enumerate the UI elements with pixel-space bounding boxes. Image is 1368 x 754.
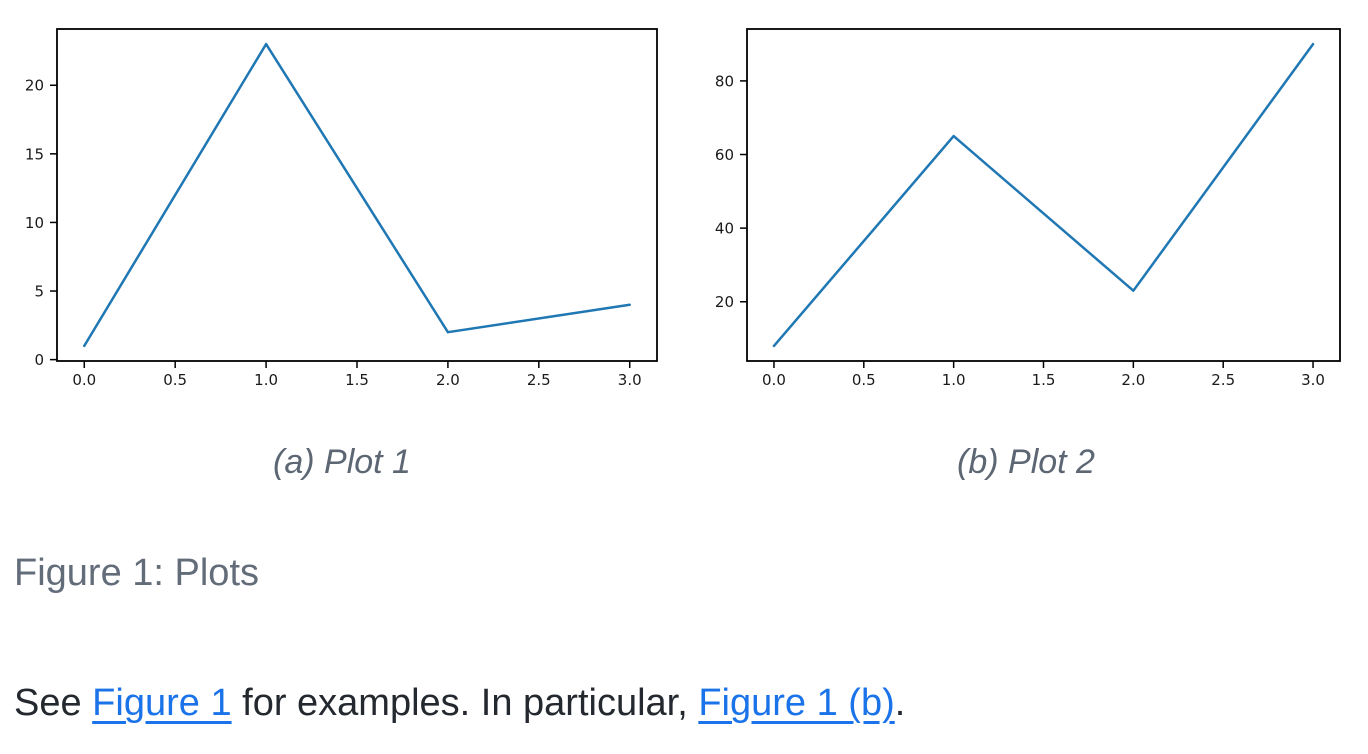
x-tick-label: 1.5 (1032, 371, 1056, 389)
x-tick-label: 2.5 (527, 371, 551, 389)
x-tick-label: 3.0 (1301, 371, 1325, 389)
x-tick-label: 0.0 (72, 371, 96, 389)
y-tick-label: 60 (715, 146, 734, 164)
data-line (83, 42, 631, 348)
x-tick-label: 2.0 (1121, 371, 1145, 389)
data-line (772, 42, 1315, 348)
axes-box (56, 28, 658, 362)
body-text-segment: See (14, 682, 93, 725)
figure-1: 0.0 0.5 1.0 1.5 2.0 2.5 3.0 0 5 10 15 20 (a) Plot 1… (0, 0, 1368, 481)
x-tick-label: 0.5 (852, 371, 876, 389)
y-tick-label: 0 (34, 351, 44, 369)
x-tick-label: 2.5 (1211, 371, 1235, 389)
figure-1b-link[interactable]: Figure 1 (b) (698, 682, 895, 725)
figure-1-link[interactable]: Figure 1 (92, 682, 232, 725)
y-tick-label: 10 (25, 214, 44, 232)
y-tick-label: 40 (715, 220, 734, 238)
figure-caption: Figure 1: Plots (14, 552, 259, 595)
y-tick-label: 15 (25, 145, 44, 163)
body-text-segment: for examples. In particular, (231, 682, 699, 725)
x-tick-label: 1.5 (345, 371, 369, 389)
x-tick-label: 2.0 (436, 371, 460, 389)
subfigure-a-caption: (a) Plot 1 (273, 443, 411, 481)
body-text-segment: . (894, 682, 906, 725)
subfigure-b-caption: (b) Plot 2 (957, 443, 1095, 481)
x-tick-label: 1.0 (942, 371, 966, 389)
axes-box (746, 28, 1341, 362)
y-tick-label: 80 (715, 72, 734, 90)
y-tick-label: 20 (25, 77, 44, 95)
y-tick-label: 5 (34, 283, 44, 301)
x-tick-label: 0.5 (163, 371, 187, 389)
y-tick-label: 20 (715, 293, 734, 311)
x-tick-label: 3.0 (618, 371, 642, 389)
subfigure-b: 0.0 0.5 1.0 1.5 2.0 2.5 3.0 20 40 60 80 (b) Plot 2 (684, 0, 1368, 481)
body-paragraph: See Figure 1 for examples. In particular… (14, 681, 1368, 727)
plot-1-chart: 0.0 0.5 1.0 1.5 2.0 2.5 3.0 0 5 10 15 20 (0, 0, 684, 392)
x-tick-label: 1.0 (254, 371, 278, 389)
plot-2-chart: 0.0 0.5 1.0 1.5 2.0 2.5 3.0 20 40 60 80 (684, 0, 1368, 392)
subfigure-a: 0.0 0.5 1.0 1.5 2.0 2.5 3.0 0 5 10 15 20 (a) Plot 1 (0, 0, 684, 481)
x-tick-label: 0.0 (762, 371, 786, 389)
